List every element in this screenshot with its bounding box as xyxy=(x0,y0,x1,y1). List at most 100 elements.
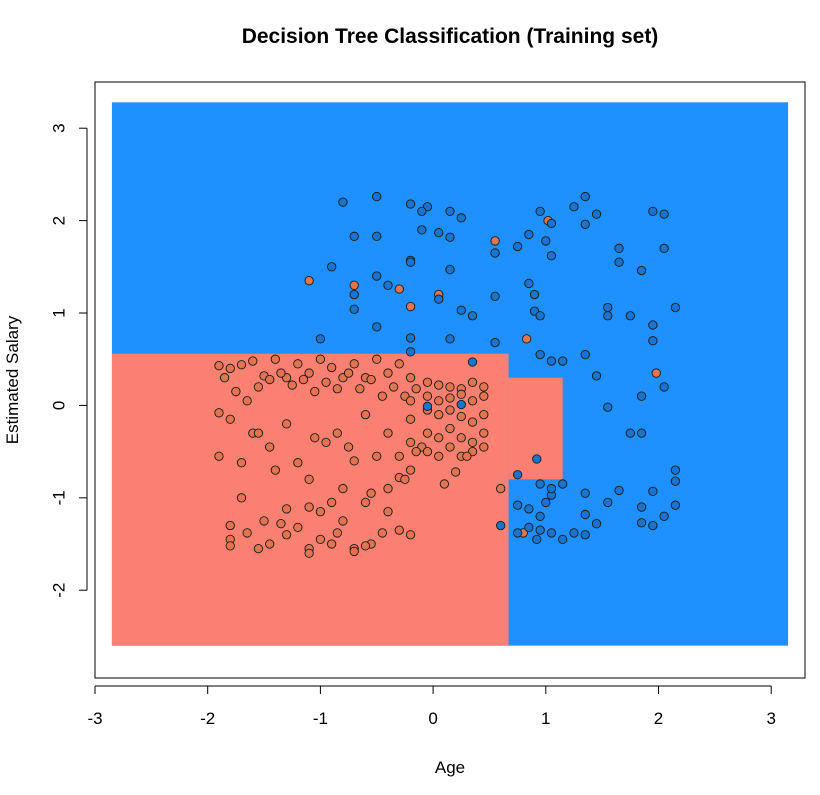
point-class-1-57 xyxy=(580,349,590,360)
point-class-0-28 xyxy=(332,384,342,394)
point-class-1-95 xyxy=(532,534,542,545)
y-tick-label: 0 xyxy=(49,401,68,410)
point-class-0-94 xyxy=(422,377,433,387)
point-class-1-18 xyxy=(490,291,500,302)
point-class-1-8 xyxy=(372,231,382,241)
y-tick-label: -1 xyxy=(49,490,68,505)
point-class-0-18 xyxy=(219,373,230,383)
point-class-1-25 xyxy=(405,333,416,343)
point-class-0-127 xyxy=(405,396,416,406)
point-class-1-5 xyxy=(456,213,466,223)
point-class-0-110 xyxy=(467,417,478,427)
point-class-0-119 xyxy=(434,451,444,461)
point-class-1-94 xyxy=(546,528,557,538)
point-class-0-58 xyxy=(349,456,359,466)
point-class-0-83 xyxy=(332,528,342,538)
point-class-0-137 xyxy=(521,334,532,344)
point-class-1-69 xyxy=(648,486,658,496)
point-class-0-48 xyxy=(383,428,393,438)
point-class-1-30 xyxy=(490,337,500,348)
point-class-0-43 xyxy=(321,437,331,448)
point-class-0-77 xyxy=(242,528,252,538)
point-class-0-91 xyxy=(360,541,371,551)
point-class-0-75 xyxy=(405,530,416,540)
point-class-1-23 xyxy=(467,311,478,321)
point-class-1-24 xyxy=(372,322,382,332)
point-class-0-9 xyxy=(315,354,326,364)
x-tick-label: 0 xyxy=(428,709,437,728)
point-class-1-36 xyxy=(546,251,557,261)
point-class-0-55 xyxy=(270,465,280,475)
point-class-0-129 xyxy=(405,437,416,448)
point-class-0-10 xyxy=(327,362,337,373)
point-class-0-66 xyxy=(259,516,269,526)
point-class-0-136 xyxy=(490,236,500,246)
point-class-0-22 xyxy=(265,374,275,385)
point-class-1-45 xyxy=(659,209,669,219)
point-class-0-25 xyxy=(298,374,309,385)
point-class-0-31 xyxy=(366,374,376,385)
point-class-1-40 xyxy=(580,219,590,229)
point-class-0-87 xyxy=(225,541,235,551)
point-class-1-7 xyxy=(349,231,359,241)
point-class-1-34 xyxy=(546,218,557,229)
point-class-0-40 xyxy=(281,419,292,429)
point-class-1-31 xyxy=(512,241,523,252)
x-tick-label: -1 xyxy=(313,709,328,728)
point-class-1-98 xyxy=(512,470,523,480)
decision-regions xyxy=(111,102,789,646)
point-class-1-55 xyxy=(648,336,658,346)
point-class-0-44 xyxy=(332,428,342,438)
point-class-0-12 xyxy=(349,359,359,369)
point-class-0-120 xyxy=(445,442,455,452)
point-class-1-33 xyxy=(535,206,545,217)
point-class-0-89 xyxy=(304,548,314,558)
point-class-1-99 xyxy=(532,454,542,464)
point-class-0-96 xyxy=(445,382,455,392)
point-class-0-45 xyxy=(343,442,354,452)
point-class-1-10 xyxy=(434,227,444,238)
point-class-1-20 xyxy=(383,280,393,290)
point-class-1-92 xyxy=(524,522,534,533)
point-class-0-102 xyxy=(445,393,455,403)
point-class-0-109 xyxy=(456,411,466,422)
point-class-1-60 xyxy=(535,349,545,360)
point-class-1-26 xyxy=(349,304,359,314)
point-class-0-72 xyxy=(360,497,371,508)
point-class-0-1 xyxy=(225,363,235,374)
point-class-0-118 xyxy=(422,446,433,457)
point-class-1-77 xyxy=(569,528,579,538)
point-class-0-2 xyxy=(236,360,247,370)
point-class-0-115 xyxy=(456,433,466,443)
x-axis: -3 -2 -1 0 1 2 3 xyxy=(87,685,776,728)
point-class-0-100 xyxy=(422,391,433,401)
point-class-1-32 xyxy=(524,229,534,240)
point-class-0-117 xyxy=(479,428,489,438)
point-class-0-65 xyxy=(236,493,247,503)
point-class-1-16 xyxy=(405,257,416,267)
point-class-0-134 xyxy=(405,301,416,312)
point-class-1-59 xyxy=(546,356,557,366)
point-class-1-62 xyxy=(636,391,647,401)
point-class-1-80 xyxy=(636,518,647,528)
point-class-1-11 xyxy=(445,232,455,242)
point-class-0-98 xyxy=(467,377,478,387)
y-axis: -2 -1 0 1 2 3 xyxy=(49,123,88,598)
point-class-1-75 xyxy=(580,488,590,498)
point-class-0-7 xyxy=(293,359,303,369)
point-class-1-44 xyxy=(648,206,658,217)
point-class-1-19 xyxy=(349,289,359,300)
point-class-0-112 xyxy=(422,428,433,438)
point-class-1-81 xyxy=(648,520,658,531)
point-class-0-68 xyxy=(304,502,314,512)
point-class-1-46 xyxy=(659,243,669,253)
point-class-1-65 xyxy=(625,428,635,438)
point-class-1-90 xyxy=(558,479,568,489)
plot-frame xyxy=(94,81,806,679)
point-class-1-63 xyxy=(659,382,669,392)
point-class-1-27 xyxy=(315,334,326,344)
x-tick-label: 1 xyxy=(541,709,550,728)
point-class-0-19 xyxy=(231,386,241,397)
point-class-1-22 xyxy=(456,305,466,315)
point-class-1-86 xyxy=(541,497,551,508)
